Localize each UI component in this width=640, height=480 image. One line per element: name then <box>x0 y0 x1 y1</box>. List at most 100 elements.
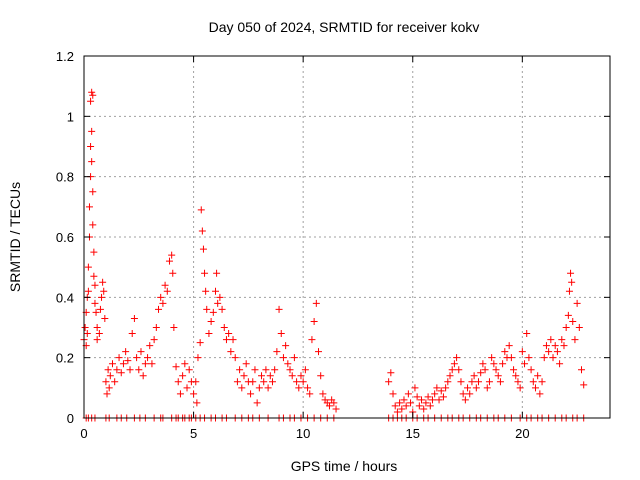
data-point-marker <box>202 287 210 295</box>
data-point-marker <box>529 378 537 386</box>
data-point-marker <box>103 390 111 398</box>
data-point-marker <box>266 372 274 380</box>
data-point-marker <box>264 384 272 392</box>
data-point-marker <box>437 387 445 395</box>
axis-ticks <box>83 55 610 419</box>
data-point-marker <box>531 384 539 392</box>
data-point-marker <box>90 248 98 256</box>
data-point-marker <box>411 384 419 392</box>
grid-lines <box>84 56 610 418</box>
data-point-marker <box>185 366 193 374</box>
data-point-marker <box>255 384 263 392</box>
data-point-marker <box>538 378 546 386</box>
data-point-marker <box>102 378 110 386</box>
data-point-marker <box>290 354 298 362</box>
data-point-marker <box>209 308 217 316</box>
data-point-marker <box>385 378 393 386</box>
data-point-marker <box>165 257 173 265</box>
data-point-marker <box>155 305 163 313</box>
data-point-marker <box>277 330 285 338</box>
data-point-marker <box>240 372 248 380</box>
x-axis-label: GPS time / hours <box>291 458 398 474</box>
data-point-marker <box>231 354 239 362</box>
data-point-marker <box>152 324 160 331</box>
data-point-marker <box>193 399 201 407</box>
data-point-marker <box>214 299 222 307</box>
data-point-marker <box>119 360 127 368</box>
data-point-marker <box>389 390 397 398</box>
data-point-marker <box>527 366 535 374</box>
data-point-marker <box>494 372 502 380</box>
data-point-marker <box>453 354 461 362</box>
data-point-marker <box>227 348 235 356</box>
data-point-marker <box>238 384 246 392</box>
data-point-marker <box>499 360 507 368</box>
data-point-marker <box>564 311 572 319</box>
data-point-marker <box>279 354 287 362</box>
data-point-marker <box>433 384 441 392</box>
data-point-marker <box>126 366 134 374</box>
data-point-marker <box>135 366 143 374</box>
data-point-marker <box>242 360 250 368</box>
data-point-marker <box>310 317 318 325</box>
data-point-marker <box>183 384 191 392</box>
data-point-marker <box>181 360 189 368</box>
data-point-marker <box>222 336 230 344</box>
data-point-marker <box>330 399 338 407</box>
data-point-marker <box>477 369 485 377</box>
data-point-marker <box>275 305 283 313</box>
y-tick-label: 0.6 <box>56 230 74 245</box>
data-point-marker <box>108 360 116 368</box>
data-point-marker <box>398 405 406 413</box>
data-point-marker <box>536 390 544 398</box>
data-point-marker <box>196 339 204 347</box>
data-point-marker <box>268 378 276 386</box>
data-point-marker <box>176 390 184 398</box>
data-point-marker <box>192 378 200 386</box>
data-point-marker <box>505 342 513 350</box>
data-point-marker <box>490 360 498 368</box>
data-point-marker <box>391 402 399 410</box>
data-point-marker <box>450 360 458 368</box>
data-point-marker <box>220 324 228 331</box>
data-point-marker <box>229 336 237 344</box>
data-point-marker <box>565 287 573 295</box>
data-point-marker <box>569 317 577 325</box>
data-point-marker <box>198 227 206 235</box>
data-point-marker <box>89 221 97 229</box>
data-point-marker <box>483 384 491 392</box>
data-point-marker <box>418 396 426 404</box>
y-tick-label: 0 <box>67 411 74 426</box>
data-point-marker <box>282 342 290 350</box>
data-point-marker <box>304 384 312 392</box>
data-point-marker <box>464 384 472 392</box>
data-point-marker <box>387 369 395 377</box>
data-point-marker <box>105 384 113 392</box>
data-point-marker <box>402 402 410 410</box>
data-point-marker <box>286 366 294 374</box>
data-point-marker <box>190 390 198 398</box>
x-tick-label: 5 <box>190 426 197 441</box>
data-point-marker <box>258 372 266 380</box>
data-point-marker <box>315 348 323 356</box>
data-point-marker <box>542 342 550 350</box>
data-point-marker <box>435 396 443 404</box>
data-point-marker <box>549 354 557 362</box>
y-tick-label: 1 <box>67 109 74 124</box>
data-point-marker <box>271 366 279 374</box>
data-marks <box>80 88 588 422</box>
x-tick-label: 20 <box>515 426 529 441</box>
data-point-marker <box>442 384 450 392</box>
data-point-marker <box>571 336 579 344</box>
data-point-marker <box>325 402 333 410</box>
data-point-marker <box>124 357 132 365</box>
y-tick-label: 0.4 <box>56 290 74 305</box>
data-point-marker <box>141 360 149 368</box>
data-point-marker <box>444 378 452 386</box>
data-point-marker <box>319 390 327 398</box>
data-point-marker <box>488 354 496 362</box>
data-point-marker <box>159 299 167 307</box>
data-point-marker <box>551 342 559 350</box>
data-point-marker <box>400 396 408 404</box>
